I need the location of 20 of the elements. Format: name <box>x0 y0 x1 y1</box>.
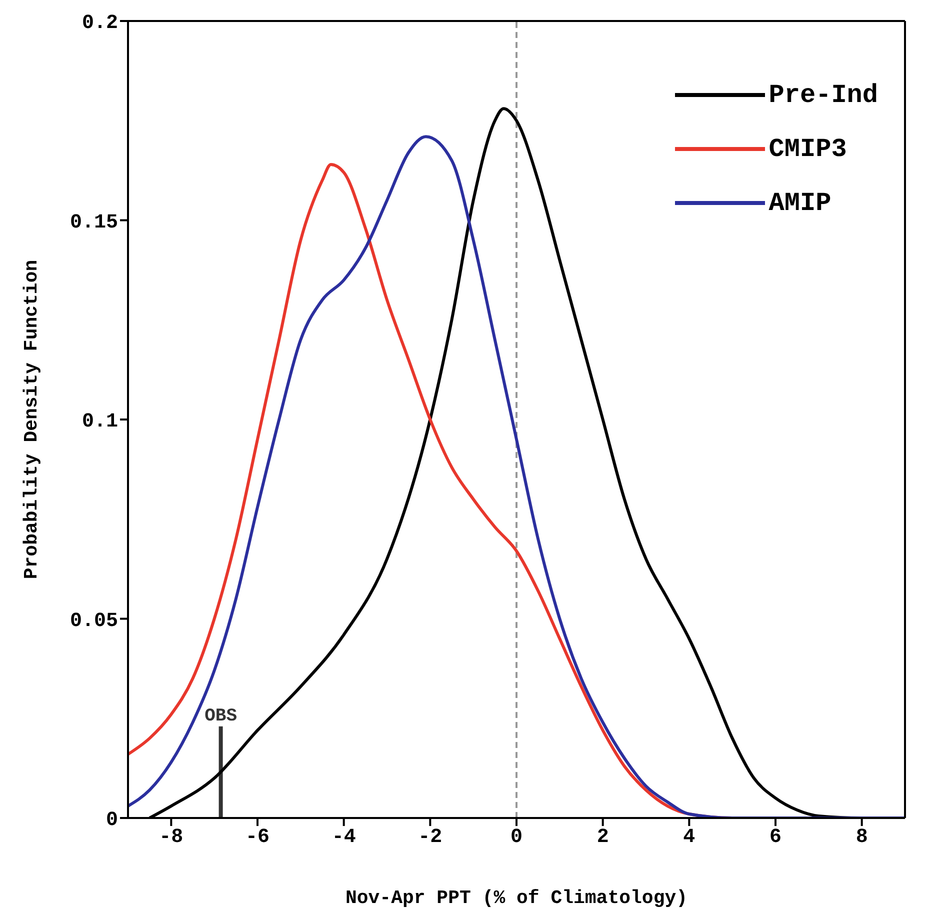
x-tick-label: 6 <box>769 826 782 850</box>
x-tick-label: 2 <box>596 826 609 850</box>
y-tick-label: 0.2 <box>82 12 118 36</box>
ref-line-label: OBS <box>204 706 238 726</box>
legend-label: Pre-Ind <box>768 80 878 110</box>
x-tick-label: -6 <box>245 826 270 850</box>
y-axis-title: Probability Density Function <box>20 260 43 580</box>
x-tick-label: -8 <box>159 826 184 850</box>
y-tick-label: 0.05 <box>70 610 118 633</box>
legend-label: AMIP <box>768 188 832 218</box>
x-tick-label: 4 <box>683 826 696 850</box>
x-tick-label: 8 <box>856 826 868 850</box>
x-tick-label: 0 <box>510 826 523 850</box>
y-tick-label: 0 <box>106 809 118 832</box>
y-tick-label: 0.1 <box>82 410 118 434</box>
y-tick-label: 0.15 <box>70 211 118 234</box>
x-tick-label: -2 <box>418 826 442 850</box>
x-axis-title: Nov-Apr PPT (% of Climatology) <box>345 887 688 909</box>
x-tick-label: -4 <box>332 826 356 850</box>
legend-label: CMIP3 <box>768 134 847 164</box>
